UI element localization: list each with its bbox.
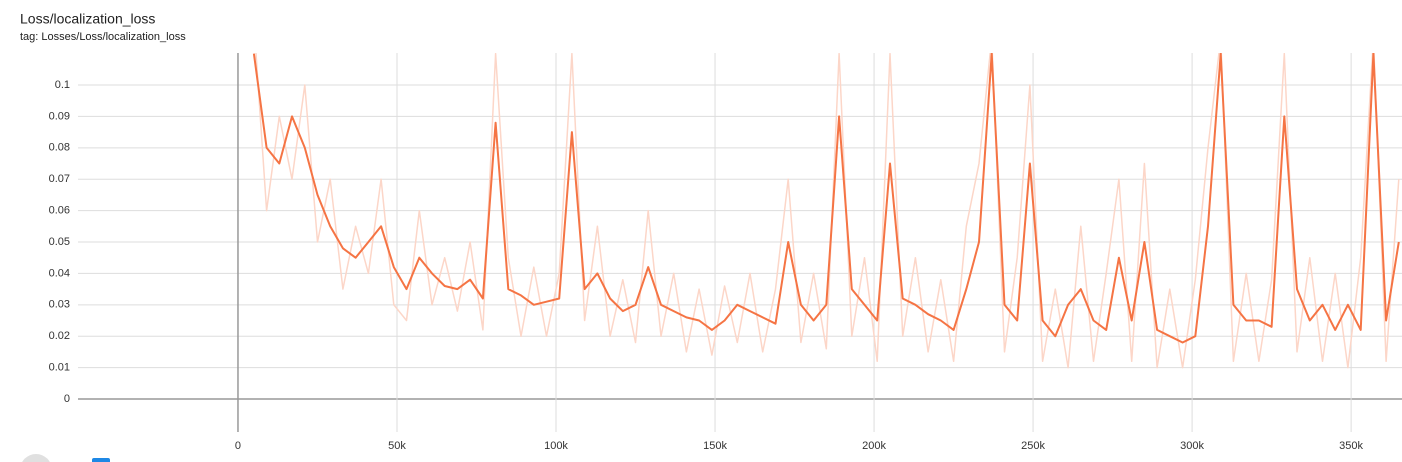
toggle-icon[interactable] <box>92 458 110 462</box>
y-tick-label: 0.06 <box>49 205 70 217</box>
x-tick-label: 200k <box>862 440 886 452</box>
y-tick-label: 0.01 <box>49 362 70 374</box>
grid <box>78 53 1402 432</box>
x-tick-label: 100k <box>544 440 568 452</box>
plot-area <box>252 53 1400 369</box>
y-tick-label: 0.05 <box>49 236 70 248</box>
y-tick-label: 0 <box>64 393 70 405</box>
tick-labels: 0 0.01 0.02 0.03 0.04 0.05 0.06 0.07 0.08 0.09 0.1… <box>49 79 1364 452</box>
y-tick-label: 0.07 <box>49 173 70 185</box>
y-tick-label: 0.04 <box>49 267 70 279</box>
x-tick-label: 250k <box>1021 440 1045 452</box>
y-tick-label: 0.09 <box>49 110 70 122</box>
chart-title: Loss/localization_loss <box>20 11 155 27</box>
x-tick-label: 350k <box>1339 440 1363 452</box>
expand-button[interactable] <box>20 454 52 462</box>
chart-subtitle: tag: Losses/Loss/localization_loss <box>20 31 186 43</box>
series-line <box>255 53 1400 369</box>
y-tick-label: 0.1 <box>55 79 70 91</box>
series-line <box>252 53 1400 344</box>
x-tick-label: 0 <box>235 440 241 452</box>
x-tick-label: 50k <box>388 440 406 452</box>
y-tick-label: 0.02 <box>49 330 70 342</box>
y-tick-label: 0.08 <box>49 142 70 154</box>
x-tick-label: 300k <box>1180 440 1204 452</box>
y-tick-label: 0.03 <box>49 299 70 311</box>
x-tick-label: 150k <box>703 440 727 452</box>
